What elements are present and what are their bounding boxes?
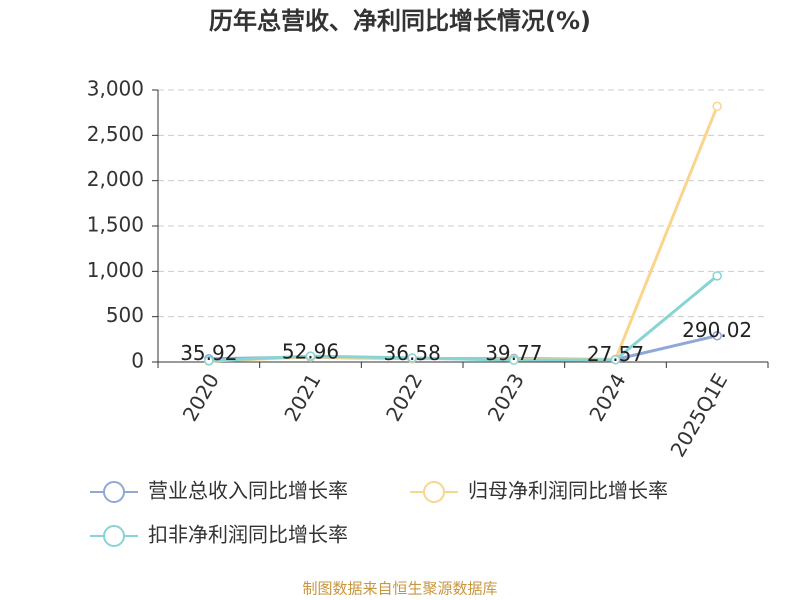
legend-symbol (423, 481, 445, 503)
data-point (712, 271, 722, 281)
series-line (208, 105, 719, 363)
data-label: 35.92 (180, 341, 237, 365)
y-tick-label: 1,000 (87, 258, 144, 282)
y-tick-label: 3,000 (87, 77, 144, 101)
data-label: 27.57 (587, 342, 644, 366)
x-tick-label: 2023 (483, 369, 529, 425)
x-tick-label: 2022 (381, 369, 427, 425)
data-label: 290.02 (682, 318, 752, 342)
data-point (407, 353, 417, 363)
legend-label: 归母净利润同比增长率 (468, 479, 668, 503)
data-point (204, 355, 214, 366)
y-tick-label: 500 (106, 303, 144, 327)
legend-item: 归母净利润同比增长率 (410, 479, 668, 503)
legend-label: 营业总收入同比增长率 (148, 479, 348, 503)
data-point (305, 351, 316, 361)
y-tick-label: 0 (131, 349, 144, 373)
data-point (610, 354, 621, 365)
chart-title: 历年总营收、净利同比增长情况(%) (209, 7, 591, 35)
y-tick-label: 1,500 (87, 213, 144, 237)
x-tick-label: 2021 (279, 369, 325, 425)
legend-label: 扣非净利润同比增长率 (148, 523, 348, 547)
data-point (509, 355, 519, 365)
data-label: 39.77 (485, 341, 542, 365)
y-tick-label: 2,000 (87, 167, 144, 191)
source-note: 制图数据来自恒生聚源数据库 (302, 580, 497, 598)
data-point (712, 330, 722, 341)
legend-item: 营业总收入同比增长率 (90, 479, 348, 503)
legend-symbol (103, 481, 125, 503)
legend-item: 扣非净利润同比增长率 (90, 523, 348, 547)
data-point (712, 101, 722, 112)
x-tick-label: 2020 (178, 369, 224, 425)
series-line (208, 274, 719, 363)
legend-symbol (103, 525, 125, 547)
data-label: 52.96 (282, 340, 339, 364)
x-tick-label: 2025Q1E (665, 369, 732, 461)
data-label: 36.58 (384, 341, 441, 365)
x-tick-label: 2024 (584, 369, 630, 425)
y-tick-label: 2,500 (87, 122, 144, 146)
